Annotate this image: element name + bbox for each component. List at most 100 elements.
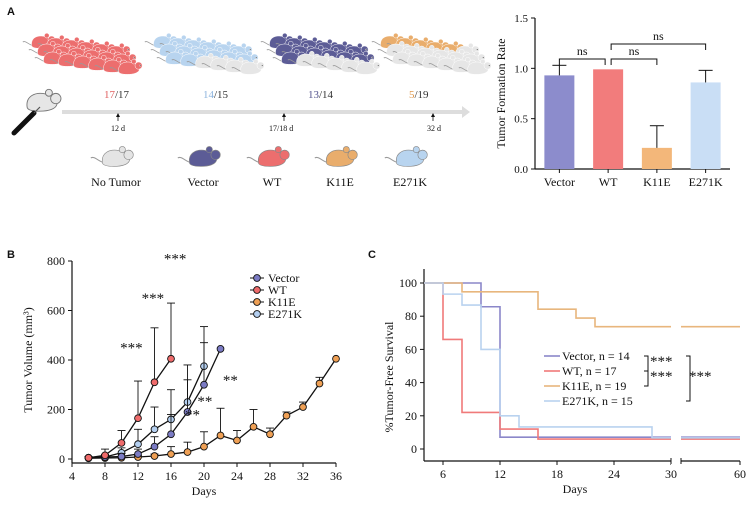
y-tick-label: 60: [405, 342, 417, 356]
significance-label: ns: [577, 44, 588, 58]
legend-marker: [253, 274, 261, 282]
survival-curve: [424, 282, 740, 439]
x-tick-label: 18: [551, 467, 563, 481]
data-point: [299, 403, 307, 411]
series-e271k: [84, 326, 208, 462]
x-axis-label: Days: [563, 482, 588, 496]
timeline: [62, 106, 470, 118]
y-tick-label: 80: [405, 309, 417, 323]
legend-label: Vector: [187, 175, 218, 189]
legend-label: WT, n = 17: [562, 364, 617, 378]
mouse-body: [258, 149, 286, 167]
mouse-body: [102, 149, 130, 167]
significance-label: ***: [120, 341, 143, 357]
mouse-ear: [118, 146, 126, 154]
significance-bracket: [610, 43, 707, 50]
data-point: [216, 431, 225, 440]
x-tick-label: 12: [494, 467, 506, 481]
syringe-icon: [11, 106, 41, 136]
mouse-legend: No Tumor Vector WT K11E E271K: [90, 146, 428, 189]
x-tick-label: 32: [297, 469, 309, 483]
mouse-head: [279, 149, 290, 160]
y-tick-label: 0.5: [514, 114, 528, 126]
significance-label: ***: [142, 291, 165, 307]
data-point: [315, 379, 324, 388]
y-axis-label: Tumor Volume (mm³): [21, 307, 35, 412]
data-point: [183, 448, 192, 456]
survival-curve: [424, 282, 740, 439]
legend-label: K11E: [268, 295, 296, 309]
mouse-icon: [177, 146, 221, 167]
mouse-body: [189, 149, 217, 167]
ratio-vector: 13/14: [308, 89, 334, 101]
x-tick-label: 6: [440, 467, 446, 481]
tumor-ratios: 17/17 14/15 13/14 5/19: [104, 89, 429, 101]
data-point: [167, 450, 175, 458]
legend-label: Vector: [268, 271, 299, 285]
axis-break: [671, 269, 681, 467]
injected-mouse-icon: [26, 88, 62, 112]
data-point: [249, 422, 258, 431]
experiment-schematic: 17/17 14/15 13/14 5/19 12 d 17/18 d 32 d…: [11, 32, 492, 189]
y-tick-label: 1.5: [514, 13, 528, 25]
significance-label: ***: [689, 369, 712, 385]
x-tick-label: 60: [734, 467, 746, 481]
x-tick-label: 28: [264, 469, 276, 483]
mouse-ear: [274, 146, 282, 154]
significance-label: ***: [650, 369, 673, 385]
ratio-e271k: 14/15: [203, 89, 229, 101]
mouse-icon: [90, 146, 134, 167]
x-tick-label: 8: [102, 469, 108, 483]
mouse-tail: [384, 156, 397, 163]
timepoint-label: 12 d: [111, 124, 125, 133]
mouse-head: [123, 149, 134, 160]
legend-mouse-k11e: K11E: [314, 146, 358, 189]
data-point: [150, 452, 159, 460]
data-point: [167, 354, 175, 363]
mouse-tail: [246, 156, 259, 163]
bar-vector: [544, 75, 575, 169]
legend-marker: [253, 310, 261, 318]
significance-bracket: [686, 355, 691, 402]
x-tick-label: Vector: [544, 175, 575, 189]
x-axis-label: Days: [192, 484, 217, 498]
data-point: [233, 436, 241, 445]
mouse-head: [417, 149, 428, 160]
y-tick-label: 400: [47, 353, 65, 367]
mouse-body: [326, 149, 354, 167]
y-tick-label: 800: [47, 254, 65, 268]
panel-label-b: B: [7, 249, 15, 261]
data-point: [150, 442, 159, 451]
x-tick-label: 12: [132, 469, 144, 483]
y-tick-label: 200: [47, 403, 65, 417]
y-tick-label: 20: [405, 409, 417, 423]
x-tick-label: E271K: [689, 175, 723, 189]
x-tick-label: 24: [608, 467, 620, 481]
mouse-ear: [412, 146, 420, 154]
legend-label: E271K: [393, 175, 427, 189]
data-point: [216, 345, 225, 353]
x-tick-label: 36: [330, 469, 342, 483]
x-tick-label: K11E: [643, 175, 671, 189]
panel-label-c: C: [368, 249, 376, 261]
x-tick-label: 24: [231, 469, 243, 483]
mouse-ear: [205, 146, 213, 154]
y-axis-label: Tumor Formation Rate: [494, 38, 508, 148]
y-tick-label: 600: [47, 304, 65, 318]
mouse-icon: [246, 146, 290, 167]
legend-mouse-vector: Vector: [177, 146, 221, 189]
significance-label: ***: [164, 251, 187, 267]
legend-mouse-no-tumor: No Tumor: [90, 146, 141, 189]
legend-label: Vector, n = 14: [562, 349, 630, 363]
tumor-free-survival-chart: 0 20 40 60 80 100 6 12 18 24 30 60 Days %Tumor-Free S…: [382, 269, 746, 496]
series-wt: [84, 302, 175, 462]
mouse-icon: [314, 146, 358, 167]
mouse-icon: [384, 146, 428, 167]
mouse-head: [210, 149, 221, 160]
bar-e271k: [690, 82, 721, 169]
significance-label: ns: [629, 44, 640, 58]
ratio-wt: 17/17: [104, 89, 130, 101]
significance-label: ns: [653, 29, 664, 43]
legend-marker: [253, 298, 261, 306]
